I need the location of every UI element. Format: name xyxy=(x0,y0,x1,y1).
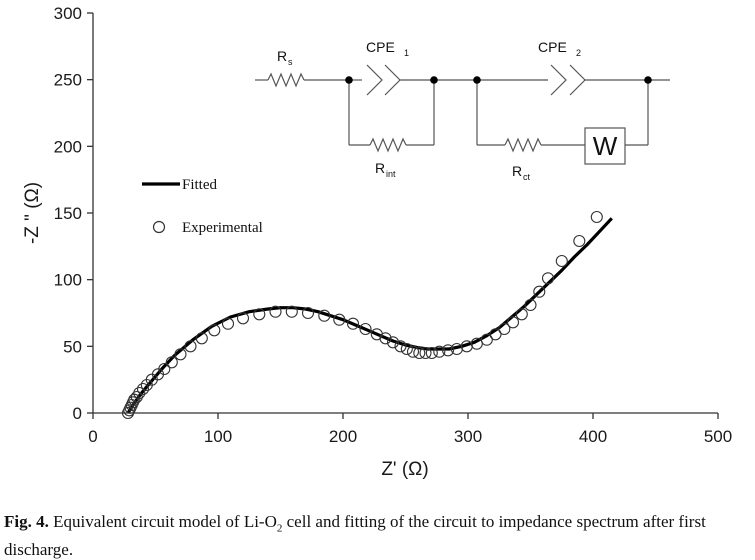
x-tick-label: 200 xyxy=(329,427,357,446)
y-tick-label: 250 xyxy=(54,71,82,90)
x-axis-title: Z' (Ω) xyxy=(381,459,428,480)
experimental-data-point xyxy=(253,308,266,321)
experimental-data-point xyxy=(359,322,372,336)
caption-subscript: 2 xyxy=(276,522,283,535)
circuit-node xyxy=(473,76,481,84)
caption-text-b: cell and fitting of the circuit to imped… xyxy=(4,512,706,560)
experimental-data-point xyxy=(506,316,520,329)
y-tick-label: 100 xyxy=(54,271,82,290)
experimental-data-point xyxy=(590,210,603,224)
x-tick-label: 300 xyxy=(454,427,482,446)
experimental-data-point xyxy=(195,332,208,345)
experimental-data-point xyxy=(165,356,178,369)
experimental-data-point xyxy=(480,333,493,346)
x-tick-label: 100 xyxy=(204,427,232,446)
experimental-data-point xyxy=(236,312,250,325)
experimental-data-point xyxy=(541,272,555,285)
experimental-data-point xyxy=(425,346,438,360)
experimental-data-point xyxy=(184,340,197,353)
warburg-label: W xyxy=(593,131,618,161)
rs-label: R xyxy=(277,48,287,64)
legend-experimental-circle-icon xyxy=(152,220,166,234)
x-tick-label: 400 xyxy=(579,427,607,446)
y-tick-label: 50 xyxy=(63,337,82,356)
experimental-data-point xyxy=(524,298,537,312)
cpe2-icon xyxy=(550,64,567,96)
legend: Fitted Experimental xyxy=(142,177,263,236)
experimental-data-point xyxy=(379,332,392,345)
caption-text-a: Equivalent circuit model of Li-O xyxy=(48,512,277,531)
experimental-data-point xyxy=(221,317,235,330)
rint-resistor-icon xyxy=(369,137,407,153)
circuit-node xyxy=(644,76,652,84)
caption-label: Fig. 4. xyxy=(4,512,49,531)
cpe2-label: CPE xyxy=(538,39,567,55)
rct-subscript: ct xyxy=(523,172,531,182)
experimental-data-point xyxy=(515,308,528,321)
experimental-data-point xyxy=(419,346,432,360)
cpe1-icon xyxy=(366,64,383,96)
experimental-data-point xyxy=(318,309,331,322)
legend-fitted-label: Fitted xyxy=(182,177,218,193)
impedance-chart: 0 100 200 300 400 500 0 50 100 150 200 250 300 Z' (… xyxy=(22,4,732,480)
fitted-series-line xyxy=(126,217,613,414)
circuit-node xyxy=(430,76,438,84)
experimental-data-point xyxy=(208,324,221,337)
rint-subscript: int xyxy=(386,169,396,179)
rct-label: R xyxy=(512,163,522,179)
experimental-data-point xyxy=(301,306,315,320)
y-tick-label: 200 xyxy=(54,137,82,156)
rct-resistor-icon xyxy=(504,137,542,153)
experimental-data-point xyxy=(269,305,282,318)
experimental-data-point xyxy=(400,342,413,356)
experimental-data-point xyxy=(174,348,187,361)
experimental-data-point xyxy=(573,234,586,248)
experimental-data-point xyxy=(136,382,150,396)
experimental-data-point xyxy=(533,285,546,298)
y-tick-label: 300 xyxy=(54,4,82,23)
experimental-data-point xyxy=(433,345,446,358)
circuit-node xyxy=(345,76,353,84)
warburg-element-box xyxy=(584,127,626,165)
experimental-data-point xyxy=(441,344,455,357)
y-tick-label: 0 xyxy=(73,404,82,423)
x-tick-label: 0 xyxy=(88,427,97,446)
experimental-data-point xyxy=(489,328,502,341)
y-axis-title: -Z " (Ω) xyxy=(22,182,43,244)
rint-label: R xyxy=(375,160,385,176)
rs-subscript: s xyxy=(288,57,293,67)
experimental-data-point xyxy=(555,254,568,268)
x-tick-label: 500 xyxy=(704,427,732,446)
experimental-data-point xyxy=(498,322,511,336)
cpe1-subscript: 1 xyxy=(404,48,409,58)
experimental-data-point xyxy=(386,336,400,349)
equivalent-circuit-inset xyxy=(255,64,670,165)
x-ticks: 0 100 200 300 400 500 xyxy=(88,413,732,446)
y-tick-label: 150 xyxy=(54,204,82,223)
y-ticks: 0 50 100 150 200 250 300 xyxy=(54,4,93,423)
rs-resistor-icon xyxy=(267,72,305,88)
experimental-data-point xyxy=(133,386,146,400)
cpe1-label: CPE xyxy=(366,39,395,55)
experimental-data-point xyxy=(285,305,298,318)
experimental-data-point xyxy=(346,317,360,330)
cpe2-subscript: 2 xyxy=(576,48,581,58)
legend-experimental-label: Experimental xyxy=(182,220,263,236)
experimental-data-point xyxy=(413,346,426,360)
experimental-data-point xyxy=(394,340,407,353)
experimental-data-point xyxy=(158,362,171,376)
experimental-series-points xyxy=(121,210,603,420)
experimental-data-point xyxy=(333,313,346,326)
figure-caption: Fig. 4. Equivalent circuit model of Li-O… xyxy=(4,511,754,560)
experimental-data-point xyxy=(406,345,420,358)
